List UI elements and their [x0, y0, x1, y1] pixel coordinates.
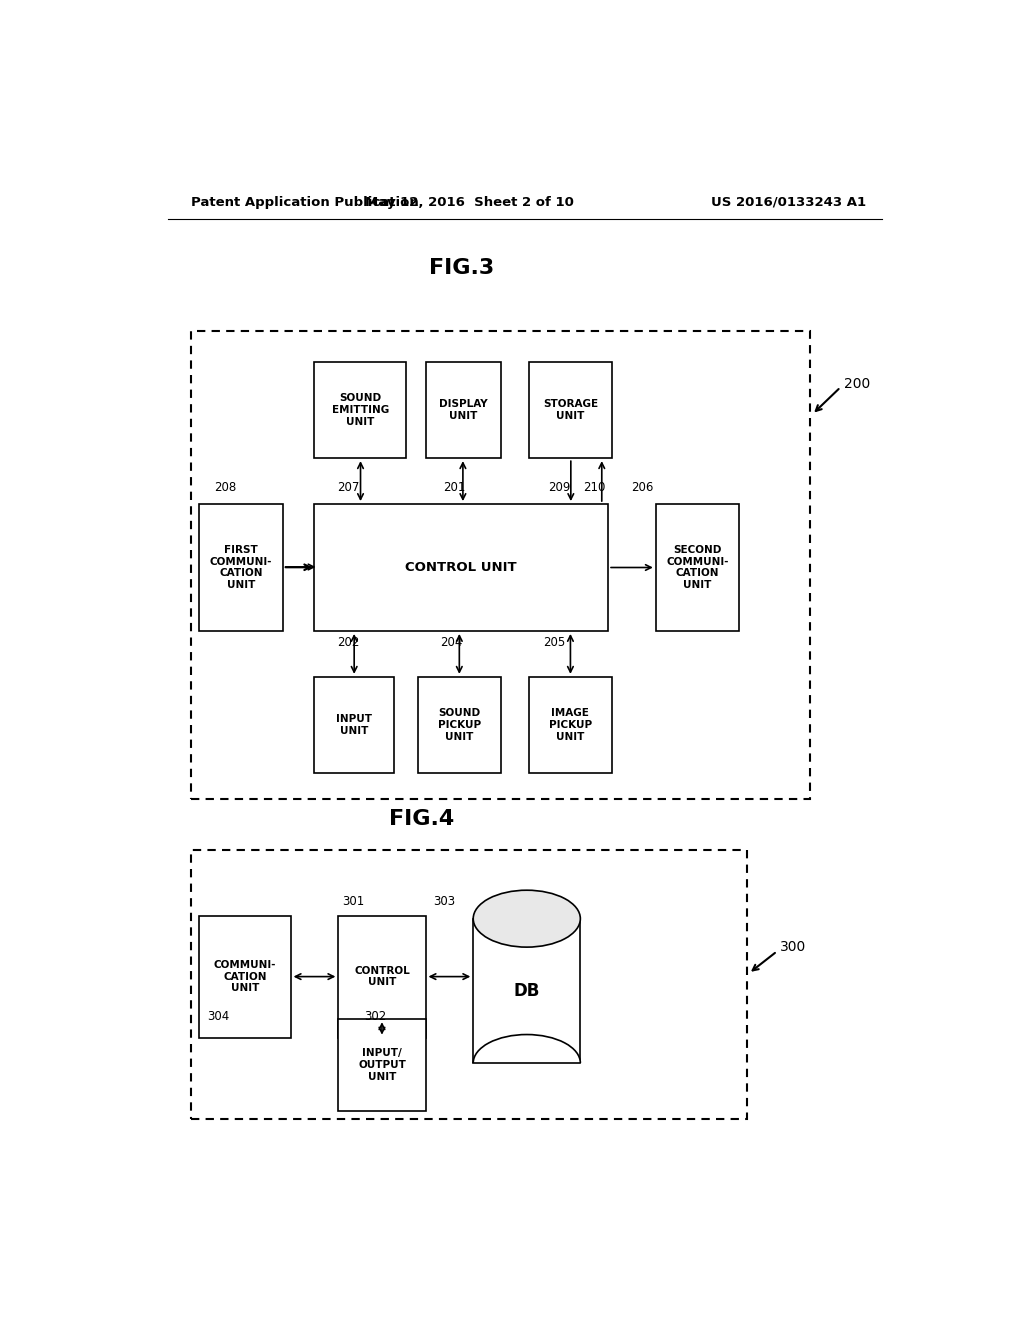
Text: FIRST
COMMUNI-
CATION
UNIT: FIRST COMMUNI- CATION UNIT [210, 545, 272, 590]
Text: CONTROL
UNIT: CONTROL UNIT [354, 966, 410, 987]
Text: May 12, 2016  Sheet 2 of 10: May 12, 2016 Sheet 2 of 10 [365, 195, 573, 209]
FancyBboxPatch shape [426, 362, 501, 458]
Text: 302: 302 [365, 1010, 387, 1023]
Text: IMAGE
PICKUP
UNIT: IMAGE PICKUP UNIT [549, 709, 592, 742]
Text: INPUT
UNIT: INPUT UNIT [336, 714, 372, 735]
FancyBboxPatch shape [528, 362, 612, 458]
Text: 202: 202 [337, 636, 359, 649]
FancyBboxPatch shape [338, 1019, 426, 1110]
Text: 205: 205 [543, 636, 565, 649]
FancyBboxPatch shape [338, 916, 426, 1038]
FancyBboxPatch shape [314, 677, 394, 774]
Text: US 2016/0133243 A1: US 2016/0133243 A1 [711, 195, 866, 209]
Text: 200: 200 [844, 378, 870, 391]
FancyBboxPatch shape [655, 504, 739, 631]
Text: SOUND
PICKUP
UNIT: SOUND PICKUP UNIT [438, 709, 481, 742]
Text: 300: 300 [780, 940, 807, 954]
Text: DISPLAY
UNIT: DISPLAY UNIT [439, 399, 487, 421]
Ellipse shape [473, 890, 581, 948]
FancyBboxPatch shape [473, 919, 581, 1063]
FancyBboxPatch shape [314, 504, 608, 631]
Text: 304: 304 [207, 1010, 229, 1023]
FancyBboxPatch shape [472, 1063, 582, 1093]
Text: DB: DB [514, 982, 540, 999]
Text: FIG.3: FIG.3 [429, 259, 494, 279]
FancyBboxPatch shape [200, 916, 291, 1038]
Ellipse shape [473, 1035, 581, 1092]
Text: CONTROL UNIT: CONTROL UNIT [406, 561, 517, 574]
Text: 207: 207 [337, 480, 359, 494]
Text: 209: 209 [549, 480, 571, 494]
Text: STORAGE
UNIT: STORAGE UNIT [543, 399, 598, 421]
Text: COMMUNI-
CATION
UNIT: COMMUNI- CATION UNIT [214, 960, 276, 993]
Text: FIG.4: FIG.4 [389, 809, 455, 829]
Text: 201: 201 [443, 480, 466, 494]
FancyBboxPatch shape [418, 677, 501, 774]
Text: 210: 210 [583, 480, 605, 494]
Text: 303: 303 [433, 895, 456, 908]
FancyBboxPatch shape [528, 677, 612, 774]
Text: 301: 301 [342, 895, 365, 908]
Text: 206: 206 [631, 480, 653, 494]
Text: 208: 208 [214, 480, 236, 494]
FancyBboxPatch shape [200, 504, 283, 631]
FancyBboxPatch shape [314, 362, 406, 458]
Text: SOUND
EMITTING
UNIT: SOUND EMITTING UNIT [332, 393, 389, 426]
Text: 204: 204 [440, 636, 462, 649]
Text: Patent Application Publication: Patent Application Publication [191, 195, 419, 209]
Text: INPUT/
OUTPUT
UNIT: INPUT/ OUTPUT UNIT [358, 1048, 406, 1081]
Text: SECOND
COMMUNI-
CATION
UNIT: SECOND COMMUNI- CATION UNIT [667, 545, 729, 590]
